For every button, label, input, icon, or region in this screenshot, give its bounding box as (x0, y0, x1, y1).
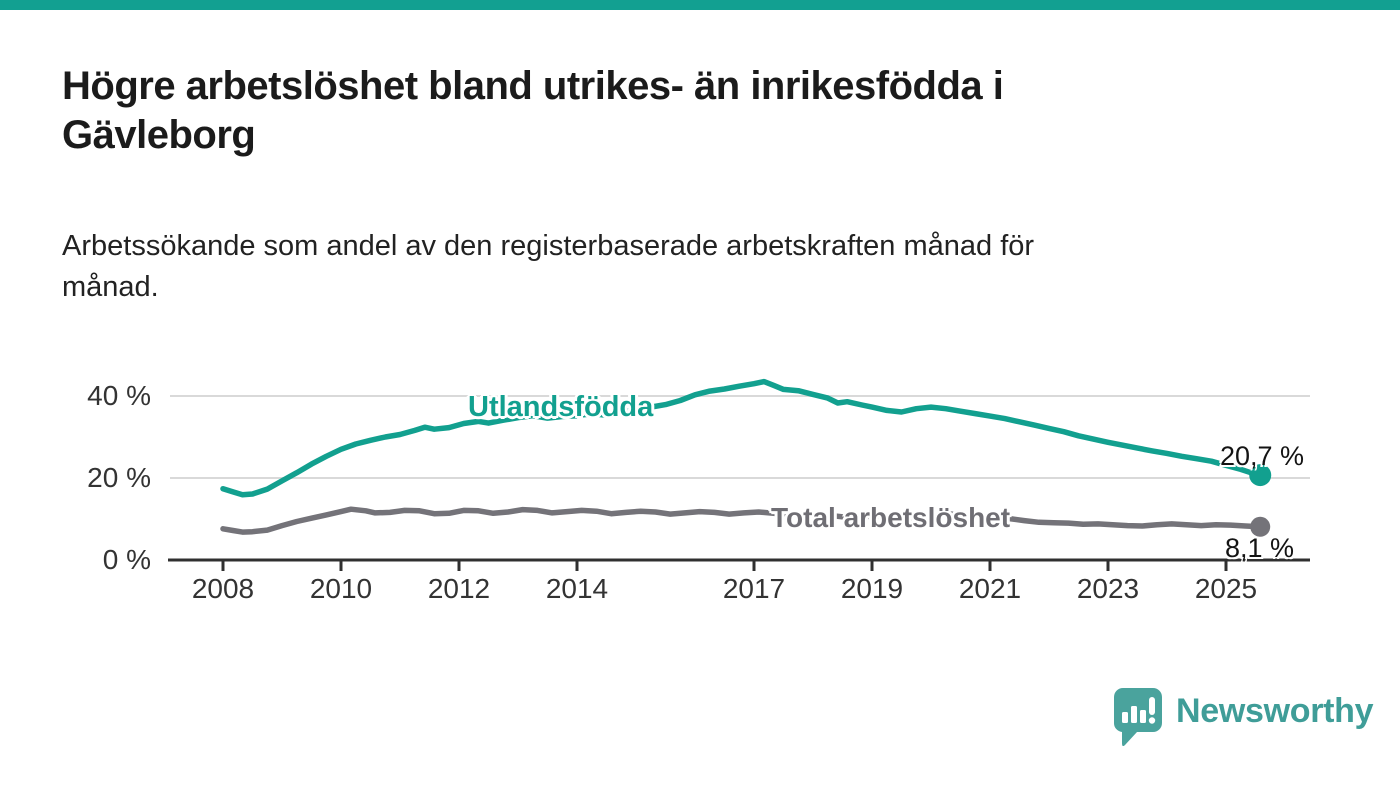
series-label-utlandsfodda: Utlandsfödda (468, 391, 654, 423)
end-dot-total (1250, 516, 1271, 537)
x-tick-label: 2012 (427, 573, 491, 604)
chart-subtitle: Arbetssökande som andel av den registerb… (62, 226, 1282, 307)
y-tick-label: 40 % (87, 380, 151, 411)
page-title-line1: Högre arbetslöshet bland utrikes- än inr… (62, 64, 1004, 108)
series-label-total-arbetsloshet: Total arbetslöshet (771, 502, 1011, 533)
series-line-utlandsfodda (220, 378, 1263, 498)
chart-subtitle-line2: månad. (62, 270, 159, 303)
end-value-label-total: 8,1 % (1225, 533, 1295, 563)
end-dot-utlandsfodda (1249, 464, 1272, 487)
chart-subtitle-line1: Arbetssökande som andel av den registerb… (62, 230, 1035, 262)
newsworthy-logo: Newsworthy (1113, 688, 1374, 746)
end-value-label-utlandsfodda: 20,7 % (1220, 441, 1305, 471)
x-tick-label: 2023 (1076, 573, 1140, 604)
page-title-line2: Gävleborg (62, 112, 256, 157)
y-tick-label: 0 % (102, 544, 151, 575)
x-tick-label: 2014 (545, 573, 609, 604)
top-accent-bar (0, 0, 1400, 10)
newsworthy-logo-text: Newsworthy (1176, 692, 1374, 730)
x-tick-label: 2017 (722, 573, 786, 604)
x-tick-label: 2019 (840, 573, 904, 604)
x-tick-label: 2021 (958, 573, 1022, 604)
series-line-total (220, 506, 1263, 535)
newsworthy-logo-icon (1113, 688, 1162, 746)
x-tick-label: 2008 (191, 573, 255, 604)
y-tick-label: 20 % (87, 462, 151, 493)
page-title: Högre arbetslöshet bland utrikes- än inr… (62, 62, 1282, 160)
x-tick-label: 2025 (1194, 573, 1258, 604)
x-tick-label: 2010 (309, 573, 373, 604)
